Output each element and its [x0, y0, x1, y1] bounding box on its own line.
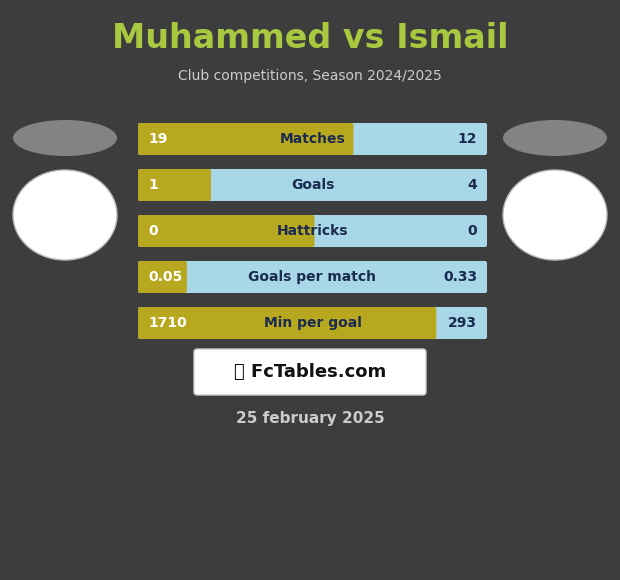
Text: 0: 0 — [467, 224, 477, 238]
Text: Club competitions, Season 2024/2025: Club competitions, Season 2024/2025 — [178, 69, 442, 83]
Text: 25 february 2025: 25 february 2025 — [236, 411, 384, 426]
Text: Min per goal: Min per goal — [264, 316, 361, 330]
Text: Muhammed vs Ismail: Muhammed vs Ismail — [112, 21, 508, 55]
FancyBboxPatch shape — [138, 123, 487, 155]
Ellipse shape — [13, 120, 117, 156]
Text: 19: 19 — [148, 132, 167, 146]
Text: 0.05: 0.05 — [148, 270, 182, 284]
Text: 0.33: 0.33 — [443, 270, 477, 284]
FancyBboxPatch shape — [138, 215, 314, 247]
Text: Goals per match: Goals per match — [249, 270, 376, 284]
Text: Goals: Goals — [291, 178, 334, 192]
Text: 4: 4 — [467, 178, 477, 192]
FancyBboxPatch shape — [138, 169, 211, 201]
Ellipse shape — [503, 120, 607, 156]
FancyBboxPatch shape — [138, 123, 353, 155]
Text: Hattricks: Hattricks — [277, 224, 348, 238]
Text: 0: 0 — [148, 224, 157, 238]
Text: 12: 12 — [458, 132, 477, 146]
FancyBboxPatch shape — [138, 261, 187, 293]
FancyBboxPatch shape — [194, 349, 426, 395]
Text: Matches: Matches — [280, 132, 345, 146]
Text: 1: 1 — [148, 178, 157, 192]
FancyBboxPatch shape — [138, 307, 487, 339]
Text: 📊 FcTables.com: 📊 FcTables.com — [234, 363, 386, 381]
Ellipse shape — [503, 170, 607, 260]
FancyBboxPatch shape — [138, 169, 487, 201]
FancyBboxPatch shape — [138, 261, 487, 293]
Ellipse shape — [13, 170, 117, 260]
FancyBboxPatch shape — [138, 307, 436, 339]
Text: 293: 293 — [448, 316, 477, 330]
Text: 1710: 1710 — [148, 316, 187, 330]
FancyBboxPatch shape — [138, 215, 487, 247]
